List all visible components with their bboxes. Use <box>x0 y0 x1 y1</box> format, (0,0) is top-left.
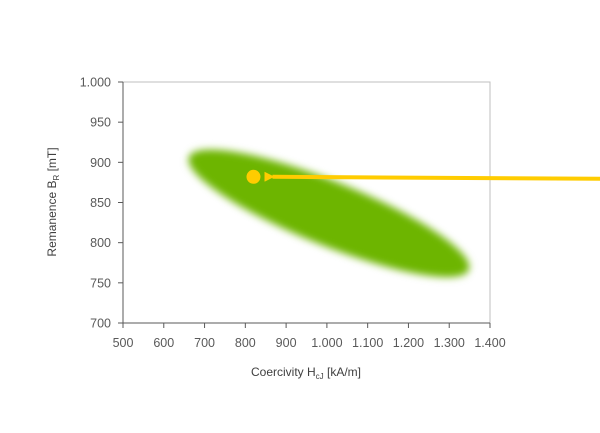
y-tick-label: 800 <box>90 236 111 250</box>
y-tick-label: 900 <box>90 156 111 170</box>
x-tick-label: 1.100 <box>352 336 383 350</box>
x-tick-label: 700 <box>194 336 215 350</box>
x-tick-label: 900 <box>276 336 297 350</box>
green-region <box>188 149 470 278</box>
data-layer <box>188 149 600 278</box>
y-axis-ticks: 700 750 800 850 900 950 1.000 <box>80 76 123 331</box>
x-tick-label: 1.000 <box>311 336 342 350</box>
x-tick-label: 1.400 <box>474 336 505 350</box>
x-tick-label: 600 <box>153 336 174 350</box>
y-tick-label: 1.000 <box>80 76 111 90</box>
y-tick-label: 950 <box>90 116 111 130</box>
x-tick-label: 800 <box>235 336 256 350</box>
highlight-point <box>246 169 261 184</box>
x-axis-title: Coercivity HcJ [kA/m] <box>251 365 361 381</box>
y-tick-label: 850 <box>90 196 111 210</box>
pointer-arrow <box>264 171 600 182</box>
y-axis-title: Remanence BR [mT] <box>45 147 61 256</box>
x-tick-label: 500 <box>113 336 134 350</box>
y-tick-label: 700 <box>90 317 111 331</box>
y-tick-label: 750 <box>90 276 111 290</box>
x-axis-ticks: 500 600 700 800 900 1.000 1.100 1.200 1.300 1.400 <box>113 323 506 350</box>
x-tick-label: 1.300 <box>434 336 465 350</box>
x-tick-label: 1.200 <box>393 336 424 350</box>
